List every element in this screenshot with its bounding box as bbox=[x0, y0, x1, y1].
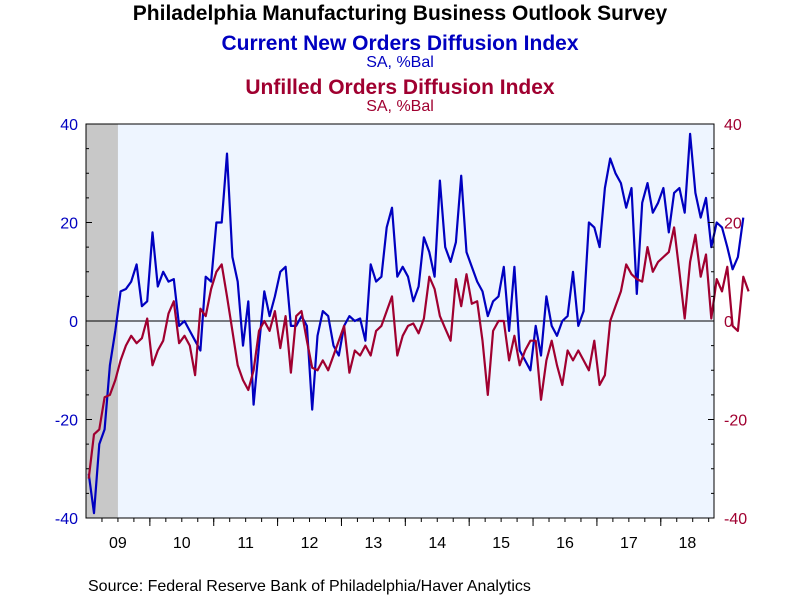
x-tick-label: 16 bbox=[556, 535, 574, 552]
source-note: Source: Federal Reserve Bank of Philadel… bbox=[88, 578, 531, 595]
series-line-2 bbox=[87, 226, 750, 479]
series1-unit: SA, %Bal bbox=[366, 54, 434, 71]
y-tick-label-right: 40 bbox=[724, 117, 742, 134]
y-tick-label-right: -20 bbox=[724, 413, 747, 430]
y-tick-label-left: 0 bbox=[69, 314, 78, 331]
y-tick-label-right: 0 bbox=[724, 314, 733, 331]
x-tick-label: 11 bbox=[237, 535, 254, 552]
series1-title: Current New Orders Diffusion Index bbox=[221, 32, 579, 55]
x-tick-label: 10 bbox=[173, 535, 191, 552]
x-tick-label: 15 bbox=[492, 535, 510, 552]
y-tick-label-right: 20 bbox=[724, 216, 742, 233]
x-tick-label: 12 bbox=[301, 535, 319, 552]
x-tick-label: 09 bbox=[109, 535, 127, 552]
y-tick-label-left: -40 bbox=[55, 511, 78, 528]
x-tick-label: 13 bbox=[364, 535, 382, 552]
x-tick-label: 18 bbox=[678, 535, 696, 552]
y-tick-label-right: -40 bbox=[724, 511, 747, 528]
y-tick-label-left: 40 bbox=[60, 117, 78, 134]
y-tick-label-left: -20 bbox=[55, 413, 78, 430]
series2-title: Unfilled Orders Diffusion Index bbox=[245, 76, 555, 99]
x-tick-label: 14 bbox=[428, 535, 446, 552]
chart-title: Philadelphia Manufacturing Business Outl… bbox=[132, 2, 668, 25]
y-tick-label-left: 20 bbox=[60, 216, 78, 233]
x-tick-label: 17 bbox=[620, 535, 638, 552]
series2-unit: SA, %Bal bbox=[366, 98, 434, 115]
